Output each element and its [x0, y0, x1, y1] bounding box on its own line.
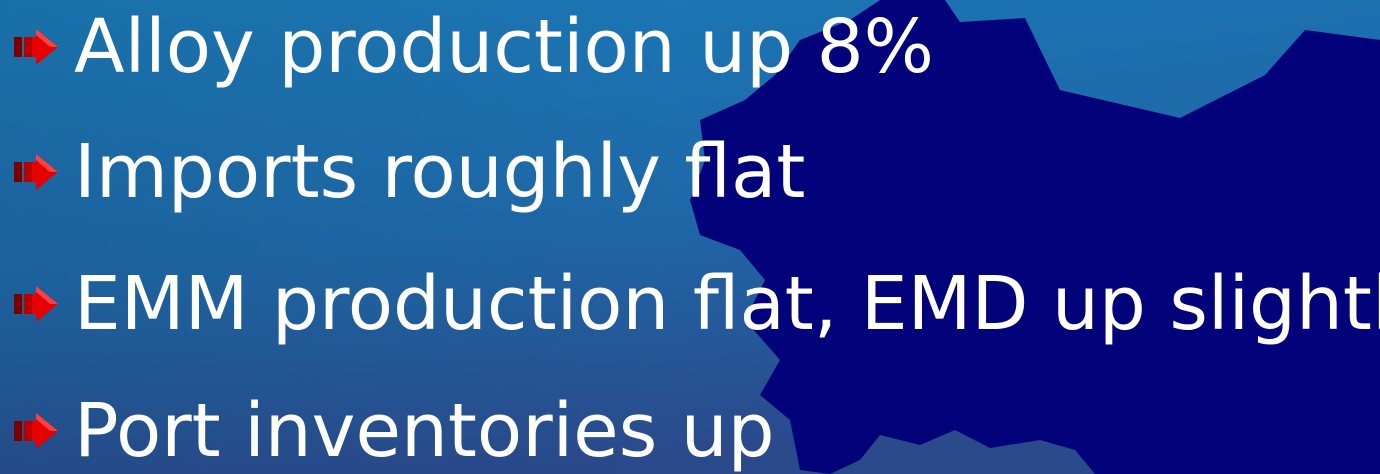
red-arrow-icon — [14, 29, 58, 65]
red-arrow-icon — [14, 413, 58, 449]
red-arrow-icon — [14, 154, 58, 190]
bullet-item: Port inventories up — [12, 376, 775, 474]
bullet-item: EMM production flat, EMD up slightly — [12, 249, 1380, 359]
bullet-text: Imports roughly flat — [74, 129, 806, 215]
bullet-text: Port inventories up — [74, 388, 775, 474]
bullet-item: Imports roughly flat — [12, 117, 805, 227]
bullet-text: Alloy production up 8% — [74, 4, 934, 90]
bullet-item: Alloy production up 8% — [12, 0, 934, 102]
red-arrow-icon — [14, 286, 58, 322]
bullet-text: EMM production flat, EMD up slightly — [74, 261, 1380, 347]
map-silhouette — [690, 0, 1380, 474]
